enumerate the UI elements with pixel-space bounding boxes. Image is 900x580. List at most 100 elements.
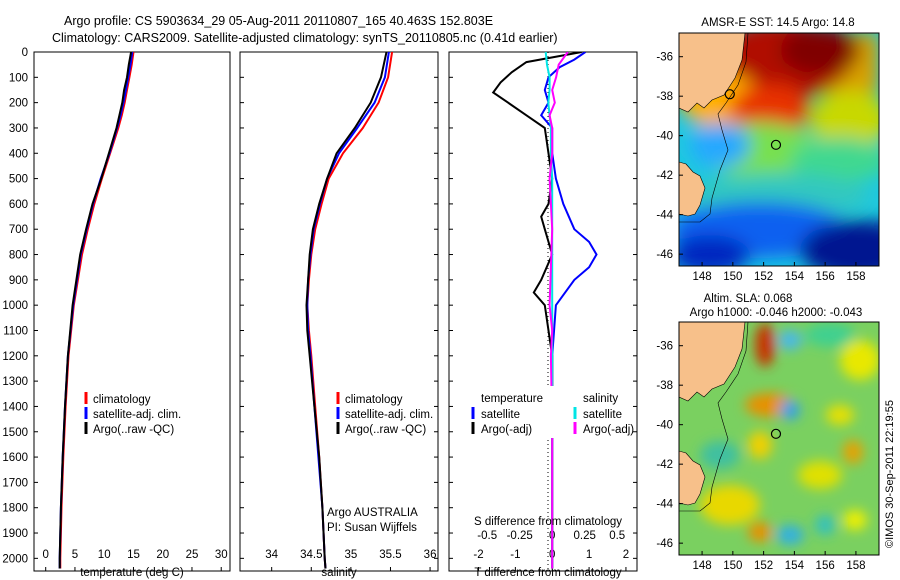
land-shape [679, 33, 746, 217]
legend-salinity-title: salinity [583, 393, 618, 405]
depth-tick-label: 100 [9, 72, 28, 84]
s-tick-label: -0.25 [507, 530, 533, 542]
shelf-contour [679, 322, 749, 512]
series-line-satellite-adj-clim- [306, 52, 390, 569]
series-line-argo-raw-qc- [305, 52, 388, 569]
credit-stamp: ©IMOS 30-Sep-2011 22:19:55 [884, 400, 896, 548]
map-x-tick-label: 154 [785, 560, 805, 572]
argo-location-marker [724, 89, 735, 100]
legend-climatology: climatology [93, 394, 151, 406]
map-x-tick-label: 158 [846, 560, 865, 572]
depth-tick-label: 1700 [2, 477, 28, 489]
x-tick-label: 2 [623, 549, 629, 561]
depth-tick-label: 2000 [2, 553, 28, 565]
depth-tick-label: 700 [9, 224, 28, 236]
s-difference-label: S difference from climatology [474, 516, 622, 528]
s-tick-label: -0.5 [477, 530, 497, 542]
salinity-xlabel: salinity [321, 567, 356, 579]
map-x-tick-label: 154 [785, 271, 805, 283]
depth-tick-label: 900 [9, 275, 28, 287]
map-x-tick-label: 150 [723, 271, 742, 283]
depth-tick-label: 1600 [2, 452, 28, 464]
legend-climatology: climatology [345, 394, 403, 406]
map-x-tick-label: 152 [754, 560, 773, 572]
map-y-tick-label: -36 [656, 341, 673, 353]
legend-temp-satellite: satellite [481, 409, 520, 421]
difference-axis-ticks: -2 -1 0 1 2-0.5 -0.25 0 0.25 0.5 [449, 51, 637, 571]
map-y-tick-label: -46 [656, 249, 673, 261]
legend-background [463, 386, 631, 438]
t-difference-label: T difference from climatology [474, 567, 621, 579]
legend-argo: Argo(..raw -QC) [93, 424, 174, 436]
x-tick-label: 15 [127, 549, 140, 561]
sla-map: Altim. SLA: 0.068 Argo h1000: -0.046 h20… [656, 293, 880, 572]
x-tick-label: 5 [72, 549, 78, 561]
x-tick-label: 34.5 [300, 549, 322, 561]
header-line2: Climatology: CARS2009. Satellite-adjuste… [52, 31, 558, 45]
s-tick-label: 0.5 [609, 530, 625, 542]
depth-tick-label: 1100 [3, 325, 28, 337]
sst-map-markers [724, 89, 782, 150]
legend-sal-satellite: satellite [583, 409, 622, 421]
depth-tick-label: 1800 [2, 503, 28, 515]
x-tick-label: 34 [265, 549, 278, 561]
depth-tick-label: 800 [9, 250, 28, 262]
difference-panel: -2 -1 0 1 2-0.5 -0.25 0 0.25 0.5 temperature sat… [448, 51, 638, 579]
argo-location-marker [770, 428, 782, 439]
land-shape [679, 322, 746, 506]
temperature-panel: 0100200300400500600700800900100011001200… [2, 47, 231, 579]
x-tick-label: 30 [215, 549, 228, 561]
map-y-tick-label: -42 [656, 459, 673, 471]
map-x-tick-label: 158 [846, 271, 865, 283]
depth-tick-label: 1000 [2, 300, 28, 312]
series-line-satellite-adj-clim- [58, 52, 134, 569]
x-tick-label: -2 [473, 549, 483, 561]
depth-tick-label: 200 [9, 98, 28, 110]
map-y-tick-label: -36 [656, 52, 673, 64]
legend-argo: Argo(..raw -QC) [345, 424, 426, 436]
sla-map-markers [770, 428, 782, 439]
temperature-plot-frame [33, 51, 231, 572]
argo-location-marker [770, 139, 782, 150]
difference-plot-frame [448, 51, 638, 572]
legend-satellite: satellite-adj. clim. [345, 409, 433, 421]
map-x-tick-label: 156 [816, 560, 835, 572]
x-tick-label: 35 [344, 549, 357, 561]
x-tick-label: -1 [510, 549, 520, 561]
map-x-tick-label: 148 [692, 271, 711, 283]
x-tick-label: 0 [42, 549, 48, 561]
sla-map-title-1: Altim. SLA: 0.068 [704, 293, 793, 305]
map-y-tick-label: -40 [656, 131, 673, 143]
temperature-x-axis: 0 5 10 15 20 25 30 [42, 549, 228, 571]
difference-legend: temperature satellite Argo(-adj) salinit… [471, 393, 634, 436]
sla-map-title-2: Argo h1000: -0.046 h2000: -0.043 [690, 307, 863, 319]
x-tick-label: 20 [156, 549, 169, 561]
x-tick-label: 10 [98, 549, 111, 561]
salinity-legend: climatology satellite-adj. clim. Argo(..… [336, 392, 433, 436]
depth-tick-label: 1500 [2, 427, 28, 439]
map-y-tick-label: -40 [656, 420, 673, 432]
legend-satellite: satellite-adj. clim. [93, 409, 181, 421]
header-line1: Argo profile: CS 5903634_29 05-Aug-2011 … [64, 14, 493, 28]
map-x-tick-label: 152 [754, 271, 773, 283]
depth-axis: 0 100 200 300 400 500 600 700 800 900 1000 1100 1200… [2, 47, 38, 565]
depth-tick-label: 600 [9, 199, 28, 211]
s-tick-label: 0.25 [574, 530, 596, 542]
series-line-argo-raw-qc- [58, 52, 133, 569]
sst-map-frame [678, 32, 880, 267]
series-line-temperature-satellite [539, 52, 598, 569]
depth-tick-label: 0 [22, 47, 28, 59]
temperature-legend: climatology satellite-adj. clim. Argo(..… [84, 392, 181, 436]
depth-tick-label: 300 [9, 123, 28, 135]
sst-map-title: AMSR-E SST: 14.5 Argo: 14.8 [701, 17, 854, 29]
salinity-panel: 34 34.5 35 35.5 36 salinity climatology sate… [239, 51, 439, 579]
depth-tick-label: 500 [9, 174, 28, 186]
map-x-tick-label: 150 [723, 560, 742, 572]
shelf-contour [679, 33, 749, 223]
salinity-plot-frame [239, 51, 439, 572]
sst-map-axes: 148 150 152 154 156 158 -36 -38 -40 -42 -44 -46 [656, 52, 865, 283]
legend-temp-argo: Argo(-adj) [481, 424, 532, 436]
sst-map: AMSR-E SST: 14.5 Argo: 14.8 1 [656, 17, 880, 283]
annotation-argo-australia: Argo AUSTRALIA [327, 507, 418, 519]
